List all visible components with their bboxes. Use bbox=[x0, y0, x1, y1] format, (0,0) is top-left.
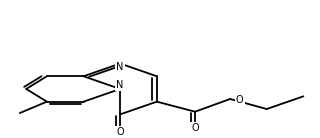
Text: O: O bbox=[191, 123, 199, 133]
Text: O: O bbox=[116, 127, 124, 137]
Text: N: N bbox=[116, 62, 124, 72]
Text: N: N bbox=[116, 80, 124, 90]
Text: O: O bbox=[236, 95, 244, 105]
